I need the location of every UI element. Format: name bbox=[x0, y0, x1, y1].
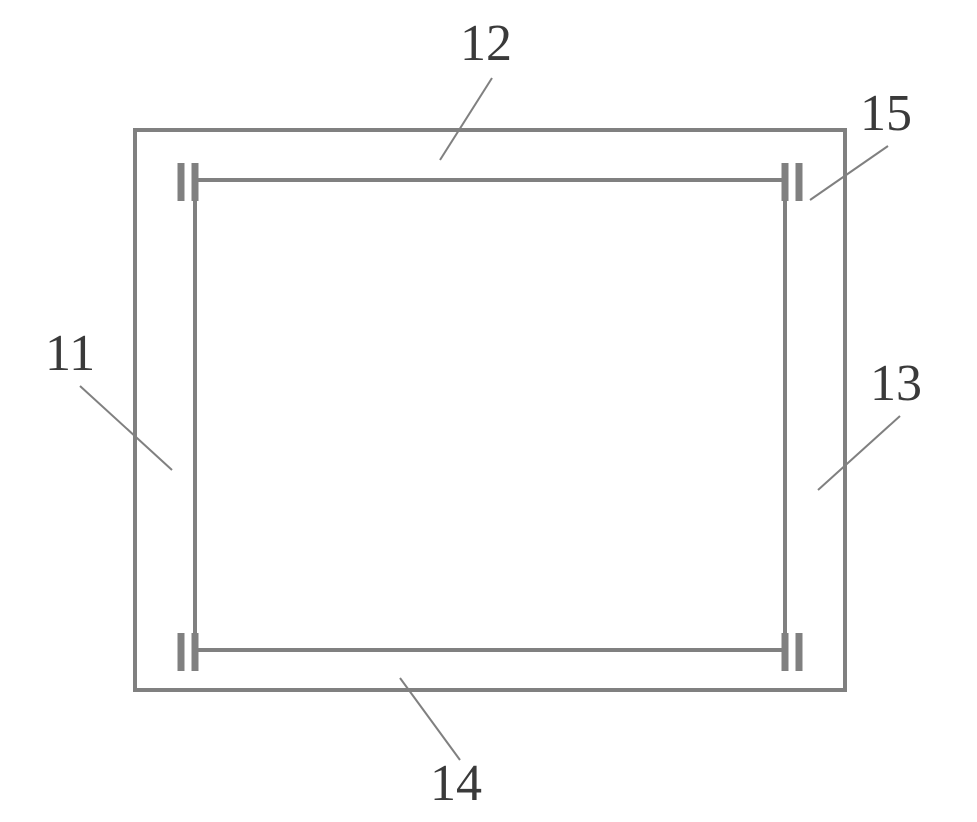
canvas-background bbox=[0, 0, 977, 822]
technical-diagram: 12 15 11 13 14 bbox=[0, 0, 977, 822]
label-12: 12 bbox=[460, 15, 512, 72]
label-15: 15 bbox=[860, 85, 912, 142]
label-13: 13 bbox=[870, 355, 922, 412]
label-14: 14 bbox=[430, 755, 482, 812]
label-11: 11 bbox=[45, 325, 95, 382]
